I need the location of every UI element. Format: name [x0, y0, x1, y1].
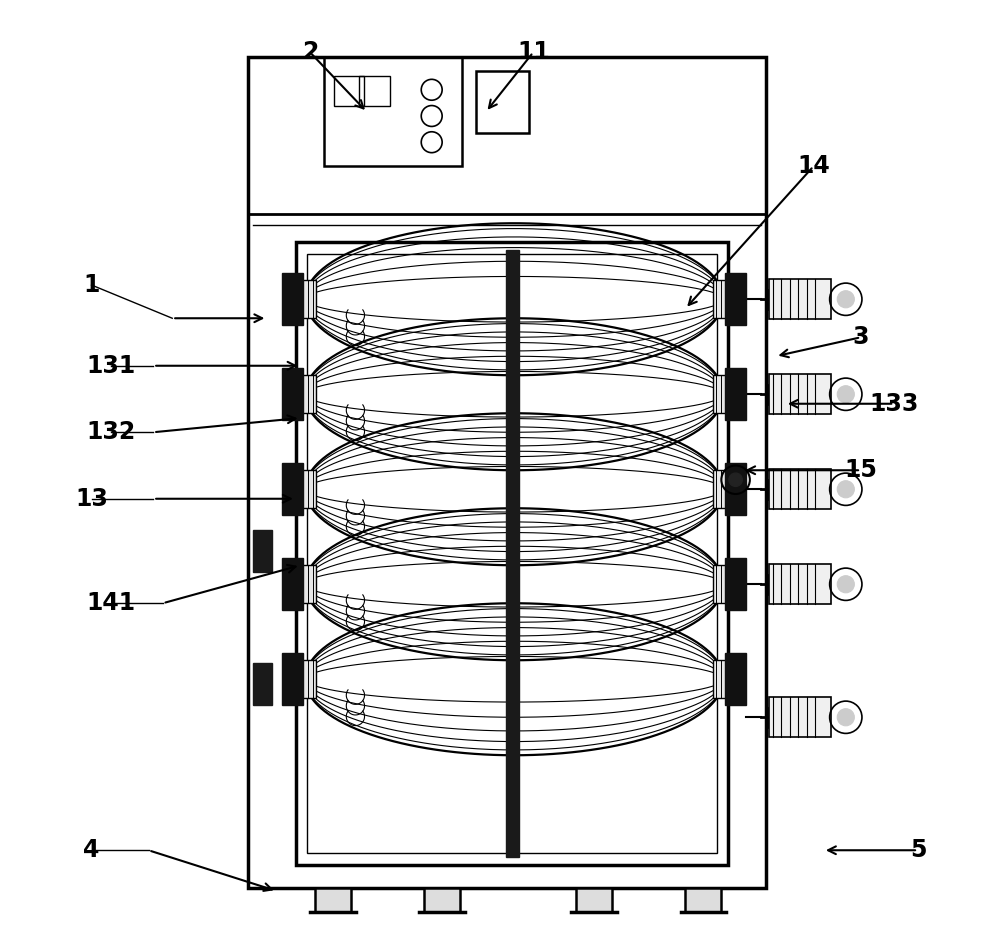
Bar	[713, 470, 734, 508]
Text: 2: 2	[302, 40, 318, 65]
Text: 11: 11	[517, 40, 550, 65]
Text: 132: 132	[86, 420, 135, 445]
Bar	[685, 888, 721, 912]
Bar	[769, 697, 831, 737]
Polygon shape	[282, 464, 303, 516]
Text: 141: 141	[86, 591, 135, 616]
Polygon shape	[506, 250, 519, 857]
Circle shape	[837, 291, 854, 308]
Text: 14: 14	[797, 154, 830, 179]
Bar	[713, 280, 734, 318]
Bar	[295, 660, 316, 698]
Polygon shape	[725, 369, 746, 420]
Bar	[296, 242, 728, 864]
Bar	[769, 374, 831, 414]
Bar	[324, 57, 462, 166]
Bar	[476, 71, 528, 133]
Bar	[424, 888, 460, 912]
Text: 13: 13	[75, 486, 108, 511]
Text: 5: 5	[910, 838, 926, 863]
Bar	[295, 375, 316, 413]
Bar	[769, 469, 831, 509]
Text: 15: 15	[845, 458, 877, 483]
Bar	[295, 470, 316, 508]
Circle shape	[729, 473, 742, 486]
Polygon shape	[253, 530, 272, 572]
Polygon shape	[282, 654, 303, 705]
Polygon shape	[725, 654, 746, 705]
Bar	[576, 888, 612, 912]
Bar	[295, 280, 316, 318]
Bar	[769, 279, 831, 319]
Bar	[713, 565, 734, 603]
Polygon shape	[725, 558, 746, 611]
Bar	[307, 254, 717, 853]
Polygon shape	[282, 369, 303, 420]
Polygon shape	[282, 274, 303, 325]
Bar	[315, 888, 351, 912]
Circle shape	[837, 386, 854, 403]
Circle shape	[837, 576, 854, 593]
Polygon shape	[253, 663, 272, 705]
Circle shape	[837, 481, 854, 498]
Text: 131: 131	[86, 353, 135, 378]
Text: 1: 1	[83, 273, 100, 297]
Polygon shape	[282, 558, 303, 611]
Text: 133: 133	[870, 391, 919, 416]
Bar	[295, 565, 316, 603]
Polygon shape	[725, 464, 746, 516]
Bar	[248, 57, 766, 888]
Bar	[713, 660, 734, 698]
Text: 4: 4	[83, 838, 100, 863]
Polygon shape	[725, 274, 746, 325]
Bar	[713, 375, 734, 413]
Bar	[769, 564, 831, 604]
Bar	[334, 76, 364, 106]
Bar	[359, 76, 390, 106]
Circle shape	[837, 709, 854, 726]
Text: 3: 3	[853, 325, 869, 350]
